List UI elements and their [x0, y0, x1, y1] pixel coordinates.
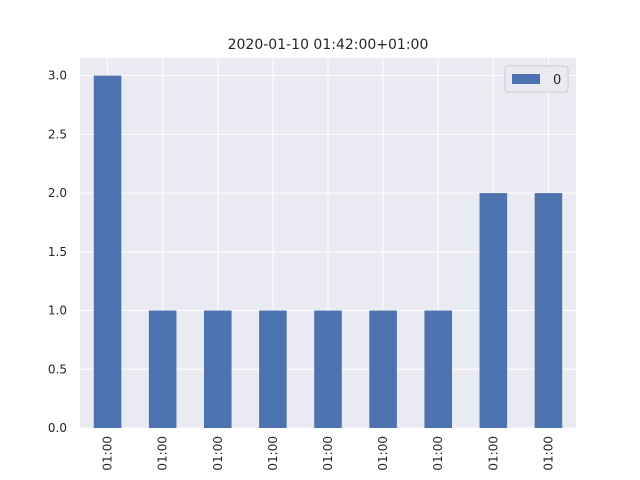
bar: [93, 75, 122, 428]
y-tick-label: 2.0: [48, 186, 67, 200]
legend-swatch: [512, 74, 540, 84]
bar: [424, 310, 452, 428]
y-tick-label: 0.0: [48, 421, 67, 435]
bar: [534, 193, 563, 428]
y-tick-label: 2.5: [48, 127, 67, 141]
x-tick-label: 01:00: [211, 436, 225, 471]
x-tick-label: 01:00: [486, 436, 500, 471]
bar: [204, 310, 232, 428]
bar: [148, 310, 177, 428]
x-axis: 01:00 01:00 01:00 01:00 01:00 01:00 01:00 01:00…: [101, 436, 556, 471]
legend: 0: [504, 65, 569, 93]
x-tick-label: 01:00: [376, 436, 390, 471]
x-tick-label: 01:00: [431, 436, 445, 471]
x-tick-label: 01:00: [156, 436, 170, 471]
x-tick-label: 01:00: [101, 436, 115, 471]
bars: [93, 75, 563, 428]
y-axis: 0.0 0.5 1.0 1.5 2.0 2.5 3.0: [48, 69, 67, 435]
y-tick-label: 1.0: [48, 304, 67, 318]
x-tick-label: 01:00: [541, 436, 555, 471]
y-tick-label: 0.5: [48, 362, 67, 376]
bar: [369, 310, 397, 428]
bar: [479, 193, 508, 428]
chart-title: 2020-01-10 01:42:00+01:00: [228, 37, 429, 53]
bar: [259, 310, 287, 428]
legend-label: 0: [553, 73, 561, 88]
x-tick-label: 01:00: [266, 436, 280, 471]
y-tick-label: 1.5: [48, 245, 67, 259]
y-tick-label: 3.0: [48, 69, 67, 83]
x-tick-label: 01:00: [321, 436, 335, 471]
bar: [314, 310, 342, 428]
